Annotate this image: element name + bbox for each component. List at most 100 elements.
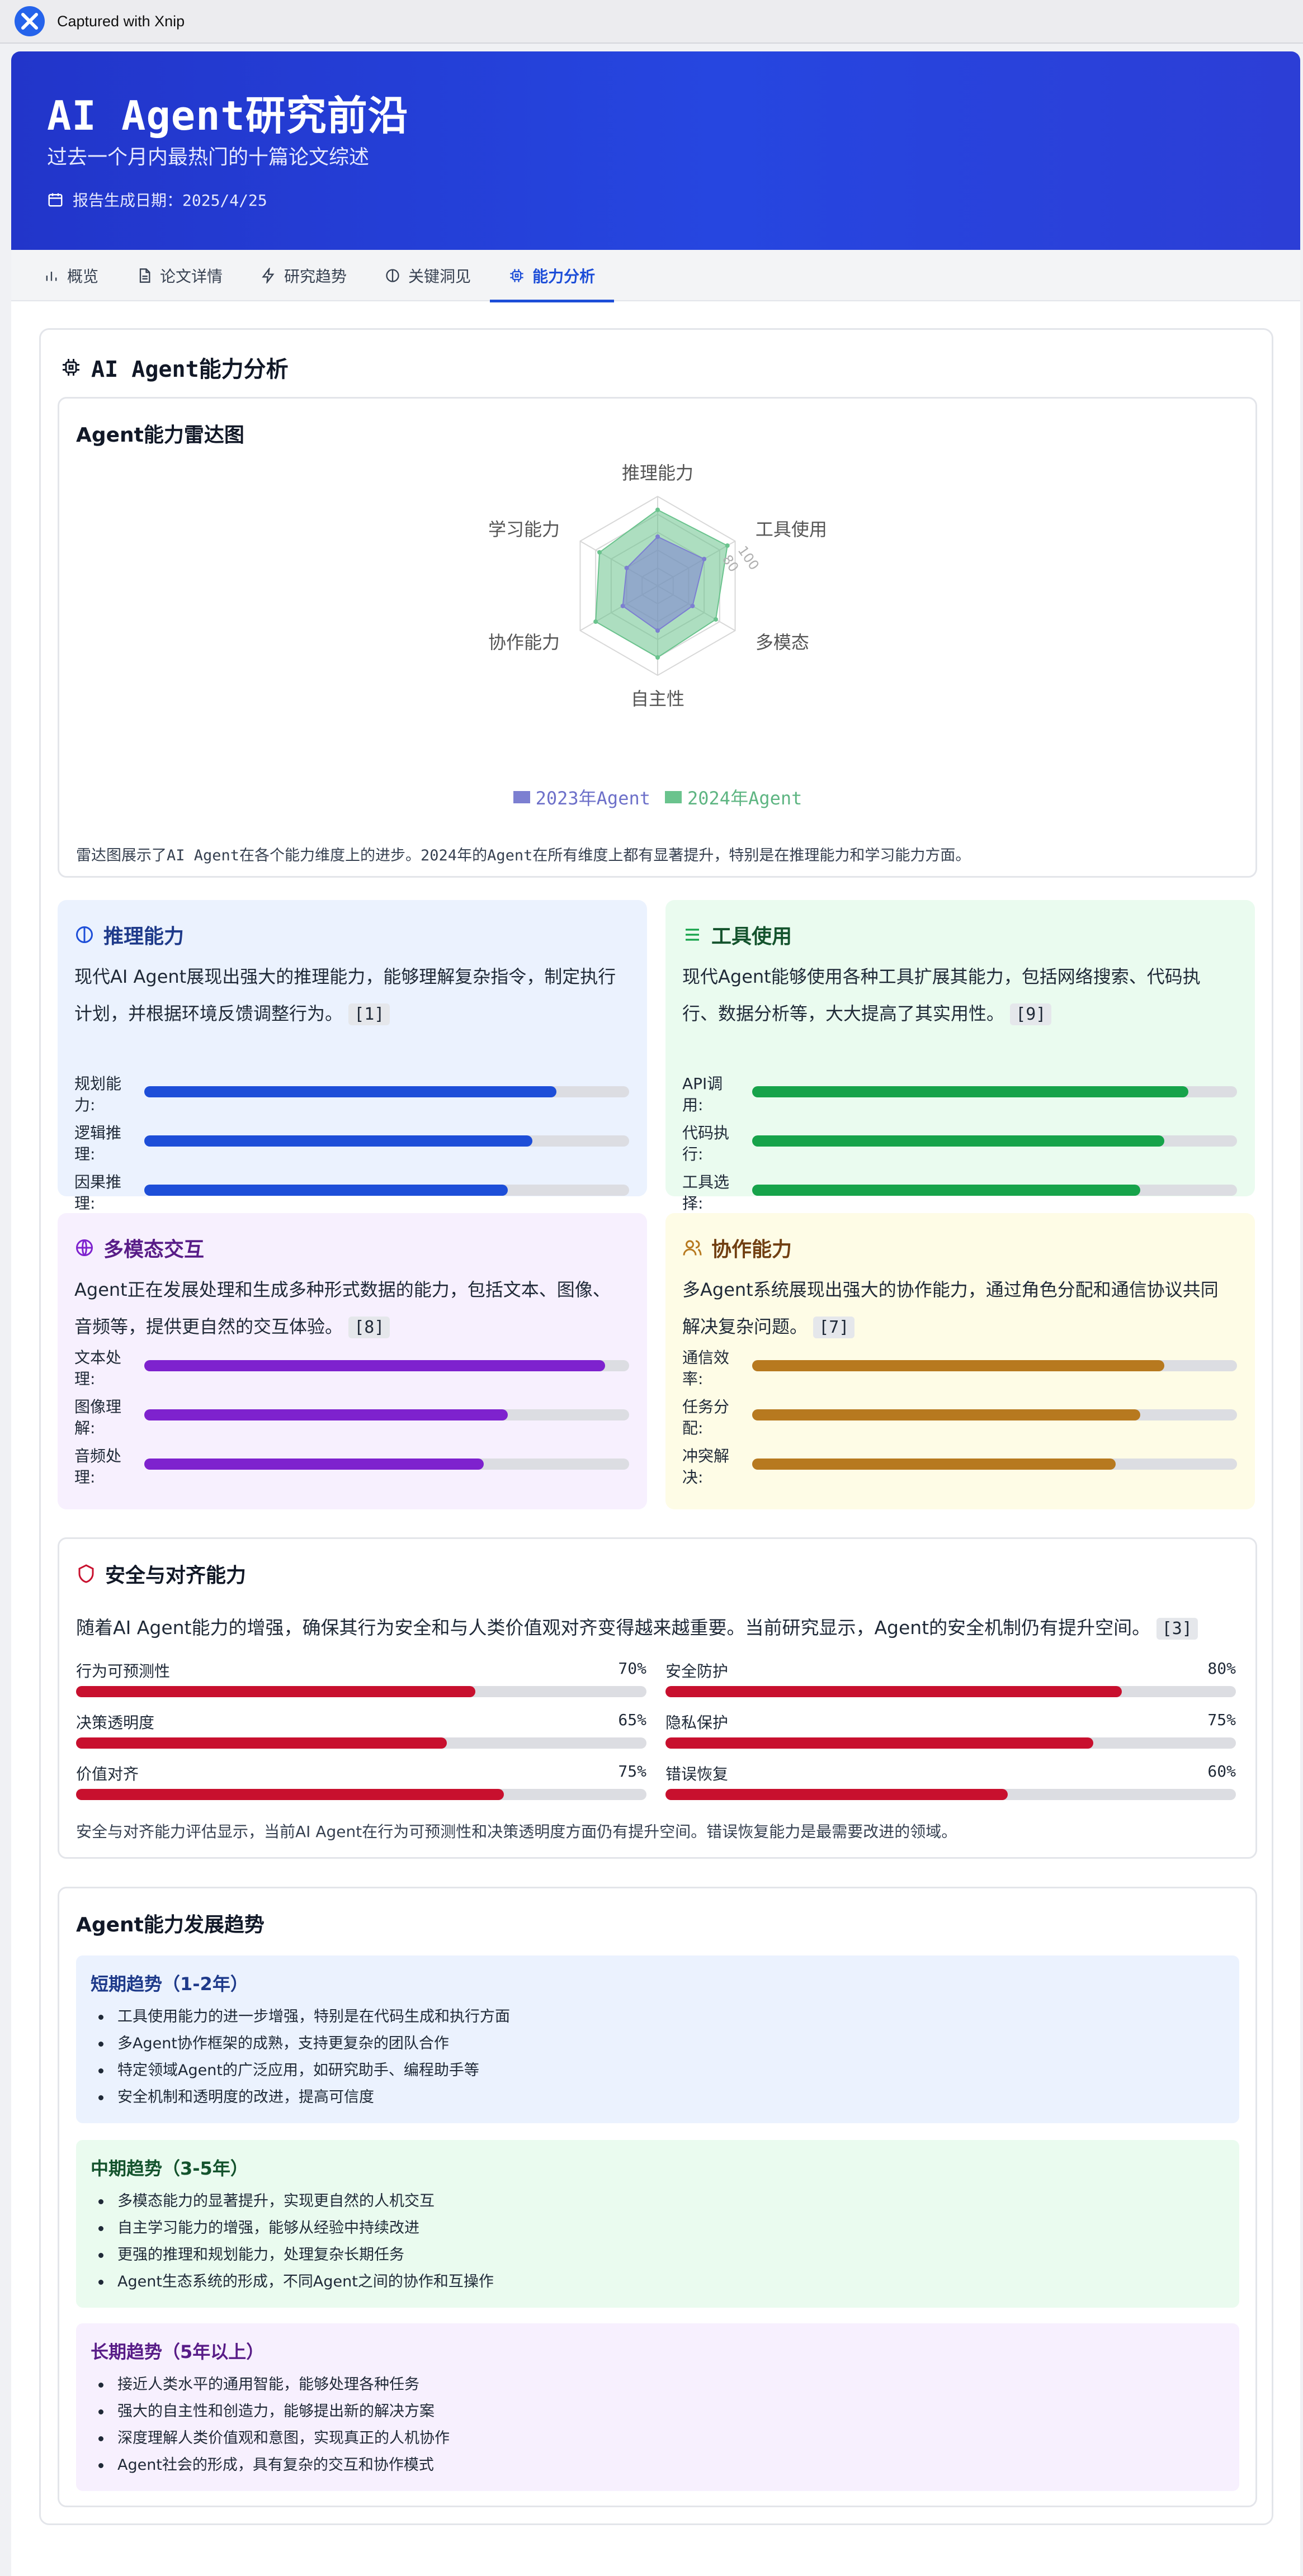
capability-title: 协作能力 xyxy=(711,1238,792,1261)
radar-title: Agent能力雷达图 xyxy=(76,424,244,447)
legend-label: 2024年Agent xyxy=(687,788,802,809)
tab-label: 研究趋势 xyxy=(284,267,347,286)
page-subtitle: 过去一个月内最热门的十篇论文综述 xyxy=(47,146,370,169)
metric-track xyxy=(665,1737,1236,1749)
tab-label: 概览 xyxy=(67,267,99,286)
skill-label: 图像理解: xyxy=(74,1398,122,1437)
skill-track xyxy=(144,1135,629,1147)
tab-capability-analysis[interactable]: 能力分析 xyxy=(490,250,615,302)
safety-footer: 安全与对齐能力评估显示，当前AI Agent在行为可预测性和决策透明度方面仍有提… xyxy=(76,1822,957,1841)
capability-text: 现代Agent能够使用各种工具扩展其能力，包括网络搜索、代码执行、数据分析等，大… xyxy=(682,966,1201,1024)
list-item: 安全机制和透明度的改进，提高可信度 xyxy=(96,2084,510,2111)
radar-data-point xyxy=(597,550,602,555)
radar-description: 雷达图展示了AI Agent在各个能力维度上的进步。2024年的Agent在所有… xyxy=(76,847,971,864)
trend-mid-term: 中期趋势（3-5年） 多模态能力的显著提升，实现更自然的人机交互 自主学习能力的… xyxy=(76,2140,1239,2308)
list-item: 自主学习能力的增强，能够从经验中持续改进 xyxy=(96,2215,494,2242)
radar-axis-label: 多模态 xyxy=(756,632,809,653)
capability-title: 推理能力 xyxy=(103,925,185,948)
metric-value: 65% xyxy=(618,1711,646,1729)
skill-bar: 规划能力: xyxy=(74,1073,629,1114)
safety-metric: 错误恢复 60% xyxy=(665,1762,1236,1807)
legend-item-2024[interactable]: 2024年Agent xyxy=(665,784,802,810)
cpu-icon xyxy=(510,269,523,282)
skill-fill xyxy=(144,1459,484,1470)
list-item: 多Agent协作框架的成熟，支持更复杂的团队合作 xyxy=(96,2030,510,2057)
list-item: Agent生态系统的形成，不同Agent之间的协作和互操作 xyxy=(96,2269,494,2295)
radar-data-point xyxy=(702,557,707,561)
citation-link[interactable]: [8] xyxy=(348,1317,390,1338)
trend-list: 接近人类水平的通用智能，能够处理各种任务 强大的自主性和创造力，能够提出新的解决… xyxy=(96,2371,450,2479)
safety-description: 随着AI Agent能力的增强，确保其行为安全和与人类价值观对齐变得越来越重要。… xyxy=(76,1613,1198,1640)
legend-label: 2023年Agent xyxy=(535,788,650,809)
tab-research-trends[interactable]: 研究趋势 xyxy=(242,250,366,301)
skill-label: API调用: xyxy=(682,1074,723,1114)
radar-data-point xyxy=(655,655,660,660)
skill-label: 代码执行: xyxy=(682,1124,730,1163)
list-item: 接近人类水平的通用智能，能够处理各种任务 xyxy=(96,2371,450,2398)
skill-label: 音频处理: xyxy=(74,1447,122,1486)
metric-label: 决策透明度 xyxy=(76,1713,155,1732)
legend-item-2023[interactable]: 2023年Agent xyxy=(513,784,650,810)
metric-label: 行为可预测性 xyxy=(76,1662,171,1680)
radar-data-point xyxy=(620,604,625,608)
citation-link[interactable]: [3] xyxy=(1156,1618,1198,1640)
lightning-icon xyxy=(262,268,275,283)
safety-header: 安全与对齐能力 xyxy=(76,1559,246,1588)
metric-fill xyxy=(665,1686,1122,1697)
report-date-text: 报告生成日期：2025/4/25 xyxy=(73,191,267,210)
radar-data-point xyxy=(624,566,629,570)
metric-label: 隐私保护 xyxy=(665,1713,729,1732)
radar-axis-label: 工具使用 xyxy=(756,519,827,540)
citation-link[interactable]: [1] xyxy=(348,1003,390,1025)
skill-fill xyxy=(752,1409,1140,1420)
list-item: 特定领域Agent的广泛应用，如研究助手、编程助手等 xyxy=(96,2057,510,2084)
citation-link[interactable]: [7] xyxy=(813,1317,855,1338)
skill-fill xyxy=(752,1086,1189,1097)
tab-key-insights[interactable]: 关键洞见 xyxy=(366,250,490,301)
capability-card-multimodal: 多模态交互 Agent正在发展处理和生成多种形式数据的能力，包括文本、图像、音频… xyxy=(58,1213,647,1509)
skill-track xyxy=(752,1409,1237,1420)
users-icon xyxy=(683,1240,702,1256)
trends-title: Agent能力发展趋势 xyxy=(76,1914,265,1936)
capability-card-reasoning: 推理能力 现代AI Agent展现出强大的推理能力，能够理解复杂指令，制定执行计… xyxy=(58,900,647,1213)
metric-value: 80% xyxy=(1207,1659,1236,1678)
skill-track xyxy=(752,1459,1237,1470)
skill-track xyxy=(752,1360,1237,1371)
metric-value: 75% xyxy=(618,1762,646,1781)
tab-paper-details[interactable]: 论文详情 xyxy=(117,250,242,301)
skill-fill xyxy=(144,1086,556,1097)
skill-bar: 任务分配: xyxy=(682,1396,1237,1437)
tab-overview[interactable]: 概览 xyxy=(25,250,117,301)
trend-long-term: 长期趋势（5年以上） 接近人类水平的通用智能，能够处理各种任务 强大的自主性和创… xyxy=(76,2323,1239,2491)
metric-label: 安全防护 xyxy=(665,1662,729,1680)
list-item: 更强的推理和规划能力，处理复杂长期任务 xyxy=(96,2242,494,2269)
skill-bar: API调用: xyxy=(682,1073,1237,1114)
citation-link[interactable]: [9] xyxy=(1010,1003,1052,1025)
trend-list: 多模态能力的显著提升，实现更自然的人机交互 自主学习能力的增强，能够从经验中持续… xyxy=(96,2188,494,2295)
bar-chart-icon xyxy=(46,272,57,281)
skill-fill xyxy=(144,1135,532,1147)
skill-fill xyxy=(144,1409,508,1420)
capability-description: 现代Agent能够使用各种工具扩展其能力，包括网络搜索、代码执行、数据分析等，大… xyxy=(682,958,1236,1033)
capability-description: 多Agent系统展现出强大的协作能力，通过角色分配和通信协议共同解决复杂问题。 … xyxy=(682,1271,1236,1346)
safety-title: 安全与对齐能力 xyxy=(105,1564,247,1587)
section-title: AI Agent能力分析 xyxy=(61,351,289,383)
capability-header: 工具使用 xyxy=(682,920,792,949)
metric-value: 75% xyxy=(1207,1711,1236,1729)
cpu-icon xyxy=(63,359,79,376)
skill-track xyxy=(752,1086,1237,1097)
calendar-icon xyxy=(48,193,63,207)
skill-bar: 通信效率: xyxy=(682,1347,1237,1388)
skill-fill xyxy=(752,1185,1140,1196)
capability-analysis-panel: AI Agent能力分析 Agent能力雷达图 80 100 推理能力 工具使用 多模态… xyxy=(39,328,1273,2525)
skill-label: 通信效率: xyxy=(682,1348,730,1388)
radar-data-point xyxy=(655,508,660,512)
report-date: 报告生成日期：2025/4/25 xyxy=(47,188,267,211)
tab-label: 论文详情 xyxy=(160,267,223,286)
metric-track xyxy=(76,1737,646,1749)
skill-track xyxy=(144,1409,629,1420)
radar-data-point xyxy=(655,534,660,539)
tab-label: 关键洞见 xyxy=(408,267,471,286)
metric-track xyxy=(665,1789,1236,1800)
